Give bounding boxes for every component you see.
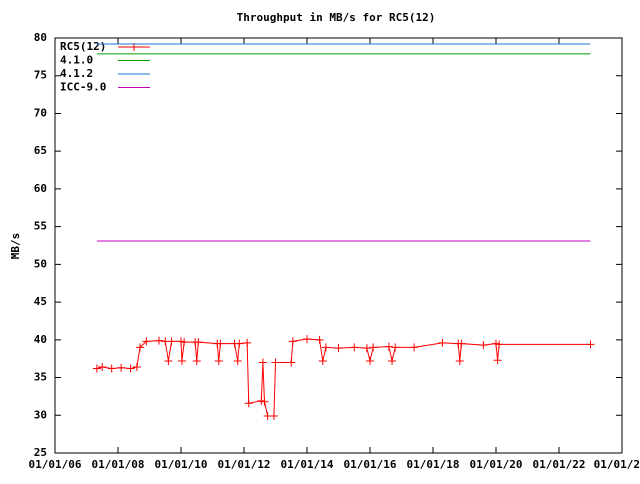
point-marker <box>388 356 397 365</box>
point-marker <box>92 364 101 373</box>
chart-title: Throughput in MB/s for RC5(12) <box>237 11 436 24</box>
y-tick-label: 50 <box>34 257 47 270</box>
point-marker <box>216 339 225 348</box>
point-marker <box>438 338 447 347</box>
x-tick-label: 01/01/16 <box>344 458 397 471</box>
point-marker <box>362 344 371 353</box>
point-marker <box>243 338 252 347</box>
y-tick-label: 75 <box>34 69 47 82</box>
y-tick-label: 30 <box>34 408 47 421</box>
point-marker <box>334 344 343 353</box>
point-marker <box>136 343 145 352</box>
y-tick-label: 70 <box>34 106 47 119</box>
point-marker <box>455 356 464 365</box>
point-marker <box>177 356 186 365</box>
x-tick-label: 01/01/08 <box>92 458 145 471</box>
point-marker <box>495 340 504 349</box>
point-marker <box>369 343 378 352</box>
y-tick-label: 35 <box>34 371 47 384</box>
point-marker <box>233 356 242 365</box>
x-tick-label: 01/01/14 <box>281 458 334 471</box>
point-marker <box>493 356 502 365</box>
point-marker <box>350 343 359 352</box>
y-tick-label: 60 <box>34 182 47 195</box>
point-marker <box>214 356 223 365</box>
point-marker <box>126 364 135 373</box>
point-marker <box>366 356 374 365</box>
point-marker <box>132 362 141 371</box>
point-marker <box>391 343 400 352</box>
point-marker <box>142 337 151 346</box>
y-tick-label: 45 <box>34 295 47 308</box>
point-marker <box>235 339 244 348</box>
point-marker <box>315 335 324 344</box>
x-tick-label: 01/01/18 <box>407 458 460 471</box>
x-tick-label: 01/01/20 <box>470 458 523 471</box>
point-marker <box>117 363 126 372</box>
point-marker <box>260 397 269 406</box>
legend-label: RC5(12) <box>60 40 106 53</box>
x-tick-label: 01/01/10 <box>155 458 208 471</box>
point-marker <box>167 337 176 346</box>
point-marker <box>479 341 488 350</box>
point-marker <box>154 336 163 345</box>
plot-frame <box>54 37 623 454</box>
point-marker <box>180 338 189 347</box>
point-marker <box>410 343 419 352</box>
point-marker <box>107 364 116 373</box>
point-marker <box>287 358 296 367</box>
point-marker <box>457 339 466 348</box>
y-axis-label: MB/s <box>9 233 22 260</box>
point-marker <box>384 342 393 351</box>
y-tick-label: 40 <box>34 333 47 346</box>
x-tick-label: 01/01/06 <box>29 458 82 471</box>
point-marker <box>271 358 280 367</box>
series-line <box>96 338 591 417</box>
legend-label: ICC-9.0 <box>60 81 106 94</box>
point-marker <box>194 338 203 347</box>
point-marker <box>244 399 253 408</box>
point-marker <box>321 343 330 352</box>
x-tick-label: 01/01/12 <box>218 458 271 471</box>
point-marker <box>192 356 201 365</box>
point-marker <box>303 335 311 344</box>
point-marker <box>586 340 595 349</box>
x-tick-label: 01/01/2 <box>594 458 640 471</box>
point-marker <box>258 358 267 367</box>
y-tick-label: 80 <box>34 31 47 44</box>
point-marker <box>269 412 278 421</box>
y-tick-label: 55 <box>34 220 47 233</box>
point-marker <box>164 356 173 365</box>
point-marker <box>98 362 107 371</box>
legend-label: 4.1.2 <box>60 67 93 80</box>
point-marker <box>288 337 297 346</box>
y-tick-label: 25 <box>34 446 47 459</box>
point-marker <box>318 356 327 365</box>
x-tick-label: 01/01/22 <box>533 458 586 471</box>
legend-label: 4.1.0 <box>60 54 93 67</box>
y-tick-label: 65 <box>34 144 47 157</box>
